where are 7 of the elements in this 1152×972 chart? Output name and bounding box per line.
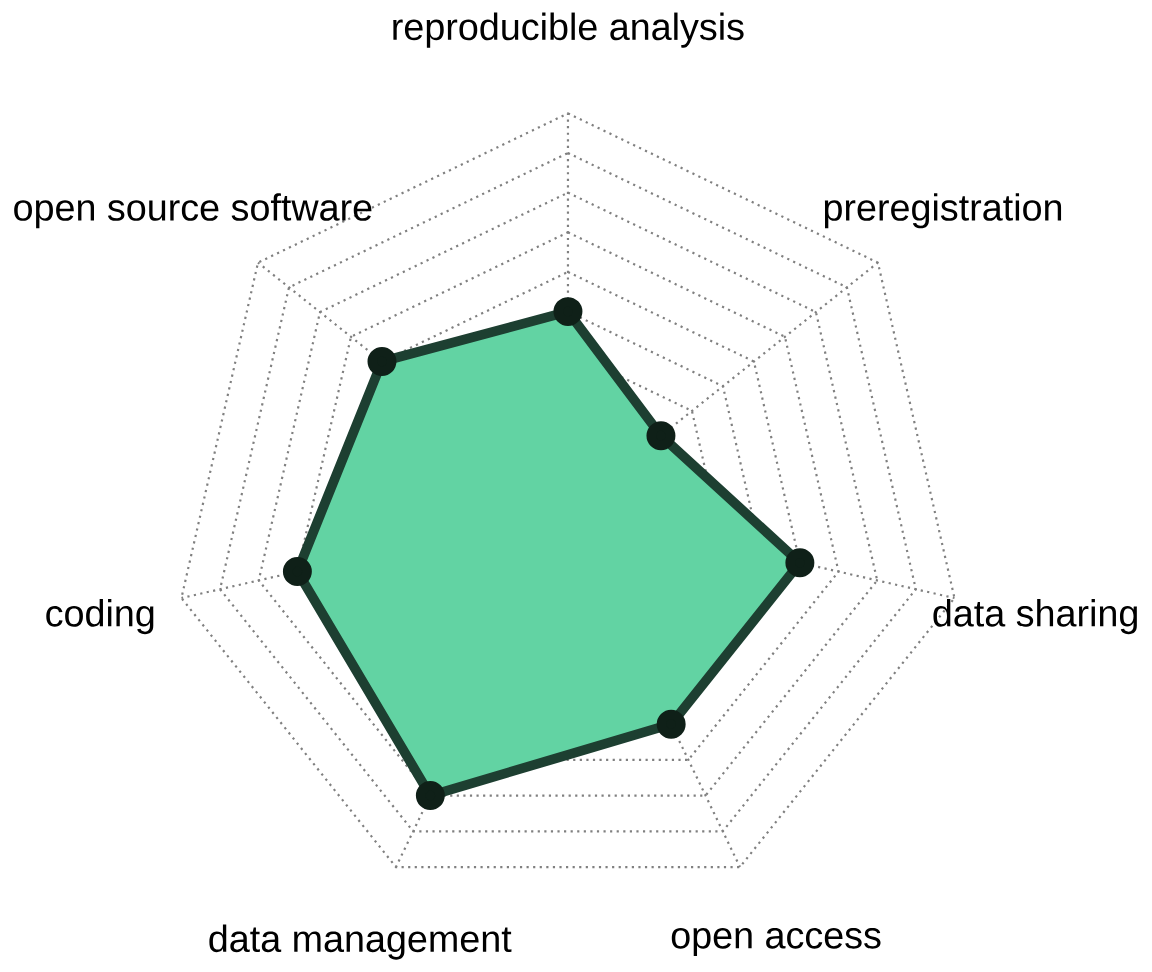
spoke-label: open access bbox=[671, 927, 881, 957]
spoke-label: open source software bbox=[14, 193, 372, 229]
spoke-label: coding bbox=[46, 598, 154, 635]
spoke-label: data sharing bbox=[933, 598, 1137, 635]
spoke-label: data management bbox=[209, 924, 512, 960]
spoke-label: reproducible analysis bbox=[393, 12, 744, 48]
spoke-label: preregistration bbox=[824, 193, 1062, 229]
